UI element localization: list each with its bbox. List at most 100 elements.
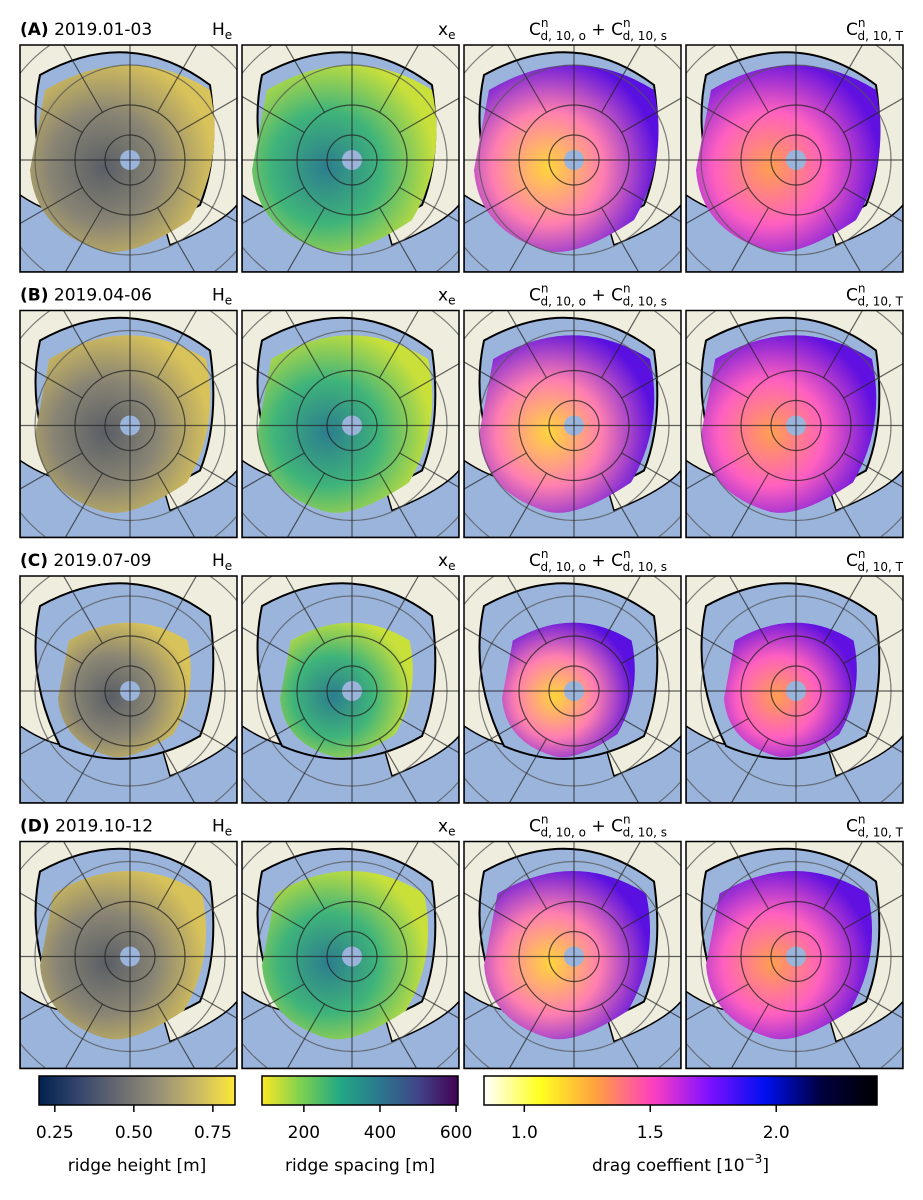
meridian xyxy=(600,1003,640,1069)
meridian xyxy=(464,95,527,134)
meridian xyxy=(156,310,198,379)
map-panel xyxy=(686,45,903,272)
tick-label: 0.50 xyxy=(115,1123,153,1143)
text-part: x xyxy=(438,817,448,837)
panel-frame xyxy=(241,840,460,1070)
text-part: + xyxy=(586,286,611,306)
superscript: n xyxy=(541,812,549,826)
meridian xyxy=(621,983,681,1019)
meridian xyxy=(843,186,903,223)
column-title: Cnd, 10, o​ + Cnd, 10, s​ xyxy=(529,16,667,43)
meridian xyxy=(378,207,418,272)
meridian xyxy=(686,95,749,134)
meridian xyxy=(20,452,83,490)
panel-frame xyxy=(685,309,904,539)
subscript: e xyxy=(448,559,455,573)
meridian xyxy=(843,628,903,665)
meridian xyxy=(464,452,527,490)
meridian xyxy=(20,717,83,756)
meridian xyxy=(284,841,326,910)
subscript: e xyxy=(448,824,455,838)
meridian xyxy=(600,45,642,113)
meridian xyxy=(242,983,305,1021)
text-part: C xyxy=(529,551,541,571)
column-title: Cnd, 10, T​ xyxy=(846,812,904,839)
superscript: n xyxy=(623,812,631,826)
subscript: d, 10, s xyxy=(623,560,667,574)
panel-letter: (A) xyxy=(20,20,49,40)
panel-frame xyxy=(241,44,460,273)
meridian xyxy=(464,717,527,756)
meridian xyxy=(730,1003,770,1069)
meridian xyxy=(62,45,104,113)
superscript: n xyxy=(858,281,866,295)
superscript: n xyxy=(623,547,631,561)
subscript: d, 10, s xyxy=(623,294,667,308)
text-part: ] xyxy=(762,1156,769,1176)
panel-letter: (D) xyxy=(20,817,50,837)
text-part: x xyxy=(438,286,448,306)
period: 2019.07-09 xyxy=(53,551,151,571)
panel-frame xyxy=(685,575,904,804)
meridian xyxy=(177,983,237,1019)
column-title: xe​ xyxy=(438,20,455,42)
tick-label: 0.25 xyxy=(36,1123,74,1143)
text-part: C xyxy=(529,20,541,40)
meridian xyxy=(20,186,83,225)
text-part: C xyxy=(846,817,858,837)
tick-label: 2.0 xyxy=(763,1123,790,1143)
meridian xyxy=(822,738,862,803)
panel-frame xyxy=(19,44,238,273)
meridian xyxy=(284,45,326,113)
meridian xyxy=(378,1003,418,1069)
tick-label: 0.75 xyxy=(194,1123,232,1143)
subscript: d, 10, T xyxy=(858,294,904,308)
superscript: n xyxy=(623,16,631,30)
meridian xyxy=(20,626,83,665)
meridian xyxy=(286,472,326,538)
map-panel xyxy=(242,576,459,803)
meridian xyxy=(600,576,642,644)
subscript: e xyxy=(448,293,455,307)
text-part: C xyxy=(611,286,623,306)
meridian xyxy=(62,310,104,379)
text-part: C xyxy=(611,817,623,837)
meridian xyxy=(242,626,305,665)
meridian xyxy=(686,892,749,930)
text-part: x xyxy=(438,20,448,40)
panel-frame xyxy=(19,309,238,539)
meridian xyxy=(600,738,640,803)
meridian xyxy=(177,894,237,930)
meridian xyxy=(378,576,420,644)
meridian xyxy=(242,717,305,756)
superscript: n xyxy=(623,281,631,295)
tick-label: 600 xyxy=(440,1123,472,1143)
meridian xyxy=(242,95,305,134)
meridian xyxy=(64,207,104,272)
period: 2019.01-03 xyxy=(54,20,152,40)
tick-label: 1.0 xyxy=(511,1123,538,1143)
meridian xyxy=(728,45,770,113)
meridian xyxy=(378,310,420,379)
meridian xyxy=(506,841,548,910)
subscript: d, 10, T xyxy=(858,29,904,43)
tick-label: 1.5 xyxy=(637,1123,664,1143)
panel-frame xyxy=(463,575,682,804)
superscript: −3 xyxy=(745,1152,763,1166)
text-part: + xyxy=(586,551,611,571)
meridian xyxy=(822,310,864,379)
column-title: xe​ xyxy=(438,817,455,839)
text-part: C xyxy=(529,286,541,306)
meridian xyxy=(686,626,749,665)
meridian xyxy=(600,472,640,538)
meridian xyxy=(242,452,305,490)
subscript: d, 10, o xyxy=(541,560,587,574)
text-part: H xyxy=(212,817,225,837)
text-part: C xyxy=(611,551,623,571)
row-label: (A) 2019.01-03 xyxy=(20,20,152,40)
meridian xyxy=(64,472,104,538)
subscript: d, 10, T xyxy=(858,560,904,574)
column-title: Cnd, 10, T​ xyxy=(846,16,904,43)
map-panel xyxy=(686,841,903,1069)
meridian xyxy=(686,452,749,490)
